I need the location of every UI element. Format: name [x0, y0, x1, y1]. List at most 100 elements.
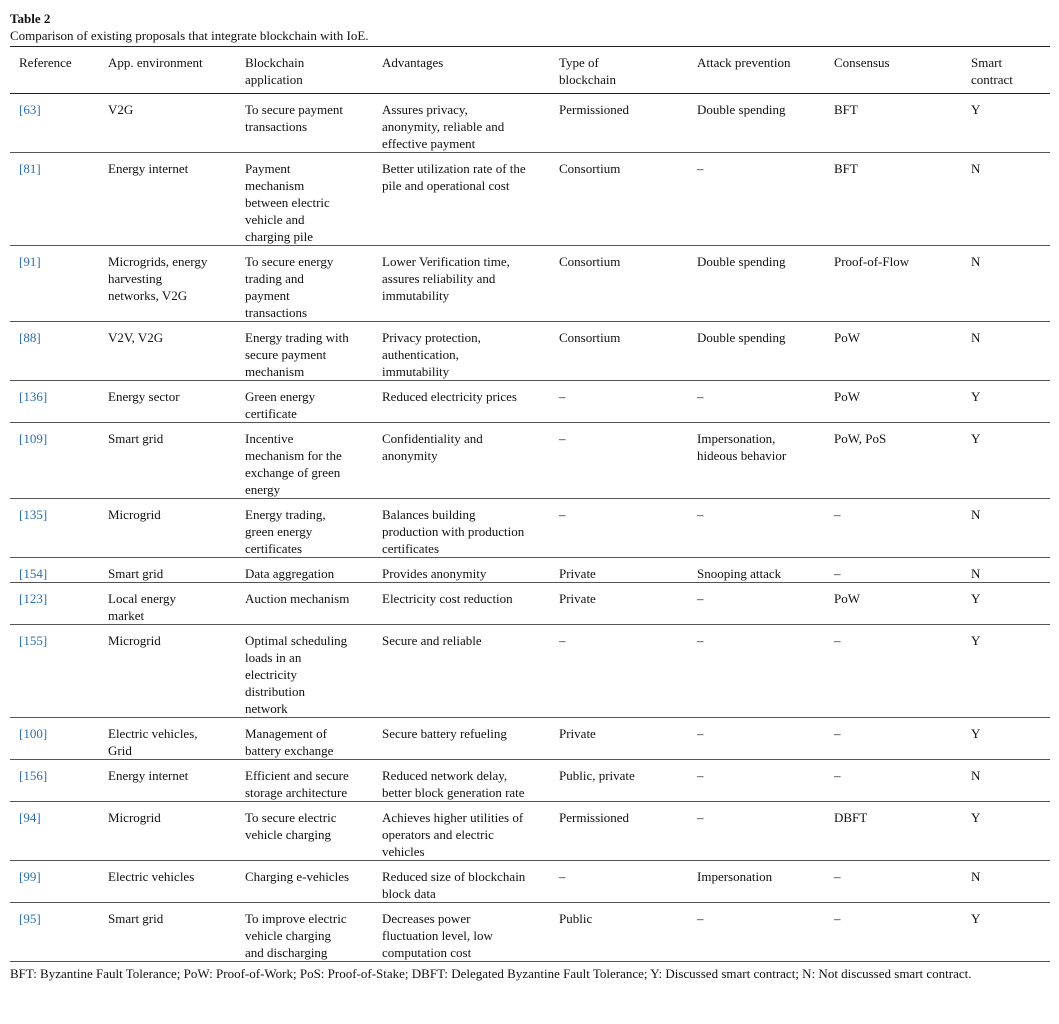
table-cell: Energy sector — [108, 380, 245, 423]
cell-text: Better utilization rate of the pile and … — [382, 161, 526, 193]
table-cell: N — [971, 321, 1050, 381]
cell-text: – — [834, 911, 841, 926]
table-cell: Auction mechanism — [245, 582, 382, 625]
cell-text: Double spending — [697, 102, 786, 117]
cell-text: – — [697, 389, 704, 404]
reference-link: [88] — [19, 330, 41, 345]
table-cell: Secure battery refueling — [382, 717, 559, 760]
cell-text: Charging e-vehicles — [245, 869, 350, 884]
cell-text: Y — [971, 389, 981, 404]
cell-text: N — [971, 869, 981, 884]
table-row: [99] Electric vehicles Charging e-vehicles… — [10, 860, 1050, 903]
table-cell: Y — [971, 624, 1050, 718]
cell-text: Permissioned — [559, 102, 630, 117]
cell-text: Decreases power fluctuation level, low c… — [382, 911, 493, 960]
table-row: [94] Microgrid To secure electric vehicle … — [10, 801, 1050, 861]
cell-text: Microgrids, energy harvesting networks, … — [108, 254, 208, 303]
table-row: [136] Energy sector Green energy certifica… — [10, 380, 1050, 423]
cell-text: – — [559, 431, 566, 446]
cell-text: V2V, V2G — [108, 330, 164, 345]
cell-text: Double spending — [697, 330, 786, 345]
table-cell: – — [559, 624, 697, 718]
table-cell: To secure payment transactions — [245, 93, 382, 153]
header-row: Reference App. environment Blockchain appl… — [10, 46, 1050, 94]
cell-text: Secure battery refueling — [382, 726, 507, 741]
cell-text: Electric vehicles — [108, 869, 195, 884]
cell-text: Impersonation, hideous behavior — [697, 431, 787, 463]
table-cell: – — [834, 557, 971, 583]
cell-text: Incentive mechanism for the exchange of … — [245, 431, 342, 497]
cell-text: Double spending — [697, 254, 786, 269]
table-cell: PoW, PoS — [834, 422, 971, 499]
cell-text: Auction mechanism — [245, 591, 350, 606]
table-cell: Reduced size of blockchain block data — [382, 860, 559, 903]
table-cell: BFT — [834, 152, 971, 246]
cell-text: Provides anonymity — [382, 566, 487, 581]
table-cell: Impersonation, hideous behavior — [697, 422, 834, 499]
table-cell: Impersonation — [697, 860, 834, 903]
table-cell: To secure electric vehicle charging — [245, 801, 382, 861]
table-cell: Double spending — [697, 93, 834, 153]
table-cell: Private — [559, 582, 697, 625]
cell-text: N — [971, 254, 981, 269]
table-cell: – — [559, 380, 697, 423]
cell-text: N — [971, 566, 981, 581]
cell-text: N — [971, 161, 981, 176]
cell-text: Y — [971, 102, 981, 117]
table-cell: N — [971, 860, 1050, 903]
cell-text: – — [697, 507, 704, 522]
table-cell: Charging e-vehicles — [245, 860, 382, 903]
cell-text: – — [697, 810, 704, 825]
table-cell: [94] — [10, 801, 108, 861]
cell-text: – — [834, 726, 841, 741]
column-header: Attack prevention — [697, 46, 834, 94]
cell-text: DBFT — [834, 810, 868, 825]
cell-text: Smart grid — [108, 566, 164, 581]
table-row: [81] Energy internet Payment mechanism bet… — [10, 152, 1050, 246]
cell-text: Energy internet — [108, 768, 189, 783]
cell-text: N — [971, 768, 981, 783]
cell-text: – — [697, 161, 704, 176]
table-cell: Consortium — [559, 321, 697, 381]
cell-text: Optimal scheduling loads in an electrici… — [245, 633, 348, 716]
table-cell: – — [697, 624, 834, 718]
table-cell: Electric vehicles, Grid — [108, 717, 245, 760]
table-cell: To improve electric vehicle charging and… — [245, 902, 382, 962]
cell-text: Privacy protection, authentication, immu… — [382, 330, 481, 379]
table-cell: N — [971, 152, 1050, 246]
table-cell: [109] — [10, 422, 108, 499]
table-cell: PoW — [834, 582, 971, 625]
column-header-text: Advantages — [382, 55, 444, 70]
table-cell: Lower Verification time, assures reliabi… — [382, 245, 559, 322]
table-cell: Private — [559, 557, 697, 583]
column-header: App. environment — [108, 46, 245, 94]
cell-text: Y — [971, 633, 981, 648]
table-cell: Balances building production with produc… — [382, 498, 559, 558]
table-cell: Decreases power fluctuation level, low c… — [382, 902, 559, 962]
cell-text: PoW — [834, 591, 860, 606]
table-label: Table 2 — [10, 11, 51, 26]
cell-text: Microgrid — [108, 507, 161, 522]
table-cell: Energy trading with secure payment mecha… — [245, 321, 382, 381]
reference-link: [136] — [19, 389, 48, 404]
column-header-text: App. environment — [108, 55, 203, 70]
cell-text: Confidentiality and anonymity — [382, 431, 483, 463]
column-header: Type of blockchain — [559, 46, 697, 94]
cell-text: – — [559, 507, 566, 522]
cell-text: Management of battery exchange — [245, 726, 334, 758]
reference-link: [100] — [19, 726, 48, 741]
table-cell: PoW — [834, 380, 971, 423]
table-row: [100] Electric vehicles, Grid Management o… — [10, 717, 1050, 760]
cell-text: Y — [971, 726, 981, 741]
table-cell: Electricity cost reduction — [382, 582, 559, 625]
table-footnote: BFT: Byzantine Fault Tolerance; PoW: Pro… — [10, 966, 972, 981]
cell-text: Reduced size of blockchain block data — [382, 869, 526, 901]
cell-text: Impersonation — [697, 869, 773, 884]
table-cell: Consortium — [559, 245, 697, 322]
table-cell: Secure and reliable — [382, 624, 559, 718]
table-cell: Permissioned — [559, 801, 697, 861]
cell-text: Public — [559, 911, 593, 926]
cell-text: Snooping attack — [697, 566, 782, 581]
column-header: Reference — [10, 46, 108, 94]
